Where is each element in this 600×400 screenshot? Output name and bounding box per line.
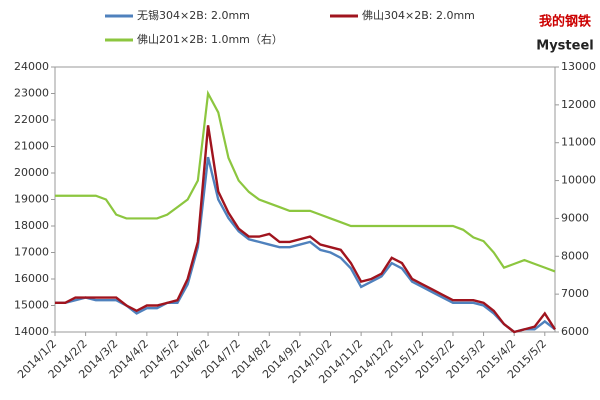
- plot-area: [54, 66, 556, 333]
- y-tick-label: 21000: [14, 140, 49, 153]
- y2-tick-label: 6000: [561, 325, 589, 338]
- y2-tick-label: 13000: [561, 60, 596, 73]
- logo-mark: 我的钢铁: [539, 14, 591, 30]
- series-line: [55, 125, 557, 334]
- y2-tick-label: 8000: [561, 249, 589, 262]
- y-tick-label: 22000: [14, 113, 49, 126]
- y2-tick-label: 12000: [561, 98, 596, 111]
- y2-tick-label: 7000: [561, 287, 589, 300]
- y2-tick-label: 10000: [561, 174, 596, 187]
- y-tick-label: 18000: [14, 219, 49, 232]
- series-line: [55, 156, 556, 334]
- logo: Mysteel: [536, 39, 593, 54]
- y-tick-label: 17000: [14, 246, 49, 259]
- y-tick-label: 19000: [14, 193, 49, 206]
- y2-tick-label: 11000: [561, 136, 596, 149]
- y-tick-label: 14000: [14, 325, 49, 338]
- legend-label: 无锡304×2B: 2.0mm: [137, 8, 250, 22]
- y-tick-label: 16000: [14, 272, 49, 285]
- y-tick-label: 23000: [14, 87, 49, 100]
- y-tick-label: 24000: [14, 60, 49, 73]
- series-line: [55, 89, 556, 273]
- y-tick-label: 15000: [14, 299, 49, 312]
- legend-label: 佛山304×2B: 2.0mm: [362, 9, 475, 22]
- legend-label: 佛山201×2B: 1.0mm（右）: [137, 32, 283, 46]
- y-tick-label: 20000: [14, 166, 49, 179]
- y2-tick-label: 9000: [561, 211, 589, 224]
